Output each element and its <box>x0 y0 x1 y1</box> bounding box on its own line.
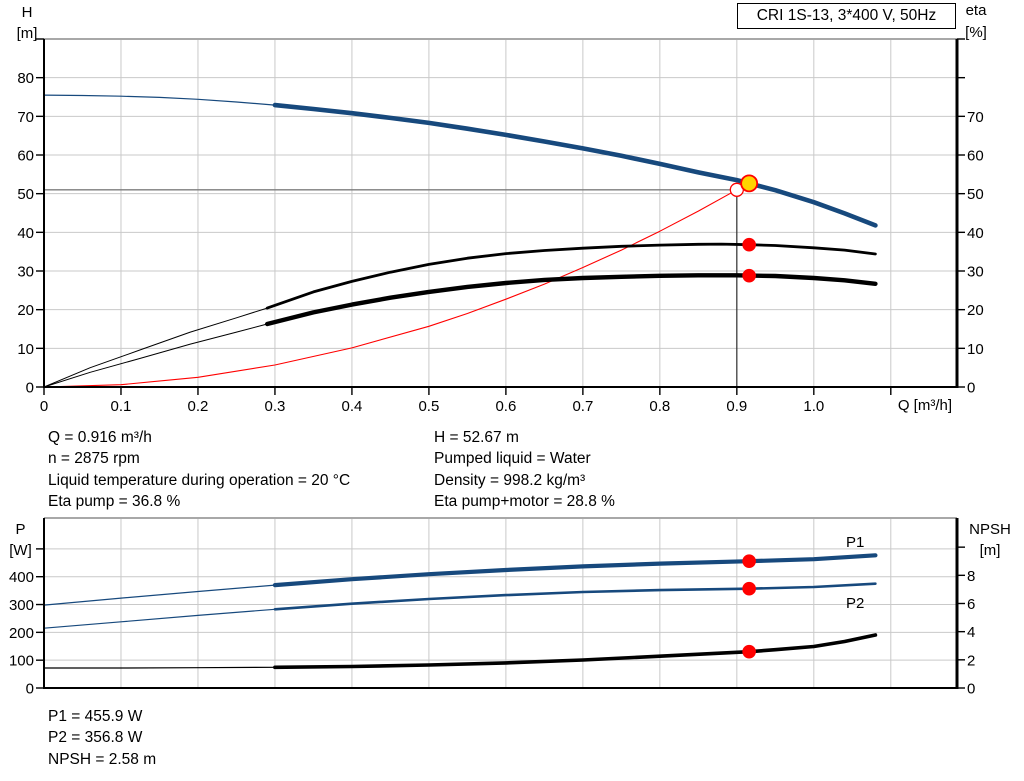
svg-text:40: 40 <box>967 225 984 242</box>
svg-text:60: 60 <box>967 148 984 165</box>
duty-info-right: H = 52.67 m Pumped liquid = Water Densit… <box>434 427 615 513</box>
svg-text:20: 20 <box>967 302 984 319</box>
svg-text:0: 0 <box>26 681 34 698</box>
svg-text:30: 30 <box>967 264 984 281</box>
svg-text:0.5: 0.5 <box>418 398 439 415</box>
svg-text:0.2: 0.2 <box>188 398 209 415</box>
svg-text:6: 6 <box>967 596 975 613</box>
p1-point-marker[interactable] <box>742 554 756 568</box>
p-axis-title: P <box>15 521 26 538</box>
info-q: Q = 0.916 m³/h <box>48 429 152 446</box>
svg-text:0.9: 0.9 <box>726 398 747 415</box>
q-axis-title: Q [m³/h] <box>897 397 952 414</box>
qh-chart[interactable]: 0 10 20 30 40 50 60 70 80 0 10 20 30 40 50 60 70 0 0.1 0.2 0… <box>17 38 984 415</box>
svg-text:200: 200 <box>9 625 34 642</box>
svg-text:50: 50 <box>17 186 34 203</box>
svg-text:0: 0 <box>967 380 975 397</box>
info-eta-pump-motor: Eta pump+motor = 28.8 % <box>434 493 615 511</box>
info-liquid: Pumped liquid = Water <box>434 450 591 468</box>
svg-text:0.1: 0.1 <box>111 398 132 415</box>
system-curve <box>43 189 738 388</box>
info-eta-pump: Eta pump = 36.8 % <box>48 493 181 511</box>
svg-text:300: 300 <box>9 597 34 614</box>
info-p1: P1 = 455.9 W <box>48 708 143 725</box>
duty-info-left: Q = 0.916 m³/h n = 2875 rpm Liquid tempe… <box>48 427 350 513</box>
svg-text:60: 60 <box>17 148 34 165</box>
power-npsh-chart-grid <box>44 518 957 688</box>
info-p2: P2 = 356.8 W <box>48 729 143 747</box>
svg-text:8: 8 <box>967 568 975 585</box>
info-npsh: NPSH = 2.58 m <box>48 750 157 768</box>
eta-pump-curve <box>43 307 268 388</box>
svg-text:0.7: 0.7 <box>572 398 593 415</box>
p1-curve <box>272 553 878 588</box>
info-temp: Liquid temperature during operation = 20… <box>48 471 351 489</box>
npsh-curve <box>43 666 276 669</box>
duty-guide-lines <box>44 189 738 387</box>
info-n: n = 2875 rpm <box>48 450 140 468</box>
pump-title-box: CRI 1S-13, 3*400 V, 50Hz <box>737 3 956 29</box>
p2-point-marker[interactable] <box>742 581 756 596</box>
info-h: H = 52.67 m <box>434 429 519 446</box>
qh-chart-ticks: 0 10 20 30 40 50 60 70 80 0 10 20 30 40 50 60 70 0 0.1 0.2 0… <box>17 38 984 415</box>
qh-curve <box>272 102 878 228</box>
svg-text:0.6: 0.6 <box>495 398 516 415</box>
p2-curve <box>43 608 276 629</box>
p-axis-unit: [W] <box>9 542 32 559</box>
svg-text:10: 10 <box>17 341 34 358</box>
eta-axis-unit: [%] <box>965 24 987 41</box>
svg-text:0.8: 0.8 <box>649 398 670 415</box>
svg-text:0: 0 <box>26 380 34 397</box>
h-axis-unit: [m] <box>16 25 38 42</box>
p1-curve <box>43 584 276 606</box>
eta-pump-motor-point-marker[interactable] <box>742 268 756 283</box>
svg-text:0.4: 0.4 <box>341 398 362 415</box>
svg-text:70: 70 <box>967 109 984 126</box>
svg-text:50: 50 <box>967 186 984 203</box>
eta-pump-curve <box>265 242 877 310</box>
svg-text:2: 2 <box>967 652 975 669</box>
qh-chart-grid <box>44 39 957 387</box>
svg-text:100: 100 <box>9 653 34 670</box>
svg-text:40: 40 <box>17 225 34 242</box>
npsh-point-marker[interactable] <box>742 644 756 659</box>
p1-curve-label: P1 <box>846 534 864 551</box>
p2-curve <box>273 582 877 611</box>
qh-curve <box>43 94 276 106</box>
svg-text:30: 30 <box>17 264 34 281</box>
npsh-curve <box>273 633 878 670</box>
svg-text:0: 0 <box>967 681 975 698</box>
power-npsh-chart-ticks: 0 100 200 300 400 0 2 4 6 8 <box>9 546 975 698</box>
svg-text:0: 0 <box>40 398 48 415</box>
p2-curve-label: P2 <box>846 595 864 612</box>
svg-text:10: 10 <box>967 341 984 358</box>
svg-text:400: 400 <box>9 569 34 586</box>
npsh-axis-title: NPSH <box>969 521 1011 538</box>
svg-text:4: 4 <box>967 624 975 641</box>
power-npsh-chart[interactable]: P1 P2 0 100 200 300 400 0 2 4 6 8 <box>9 517 975 698</box>
svg-text:80: 80 <box>17 70 34 87</box>
info-density: Density = 998.2 kg/m³ <box>434 471 586 489</box>
eta-pump-motor-curve <box>265 273 878 327</box>
pump-title: CRI 1S-13, 3*400 V, 50Hz <box>756 7 937 24</box>
svg-text:20: 20 <box>17 302 34 319</box>
eta-pump-point-marker[interactable] <box>742 237 756 252</box>
eta-pump-motor-curve <box>43 323 268 388</box>
npsh-axis-unit: [m] <box>979 542 1001 559</box>
eta-axis-title: eta <box>965 2 987 19</box>
svg-text:0.3: 0.3 <box>265 398 286 415</box>
operating-point-marker[interactable] <box>740 174 759 193</box>
qh-chart-border <box>43 38 959 388</box>
svg-text:1.0: 1.0 <box>803 398 824 415</box>
svg-text:70: 70 <box>17 109 34 126</box>
h-axis-title: H <box>21 4 33 21</box>
power-info: P1 = 455.9 W P2 = 356.8 W NPSH = 2.58 m <box>48 706 156 770</box>
